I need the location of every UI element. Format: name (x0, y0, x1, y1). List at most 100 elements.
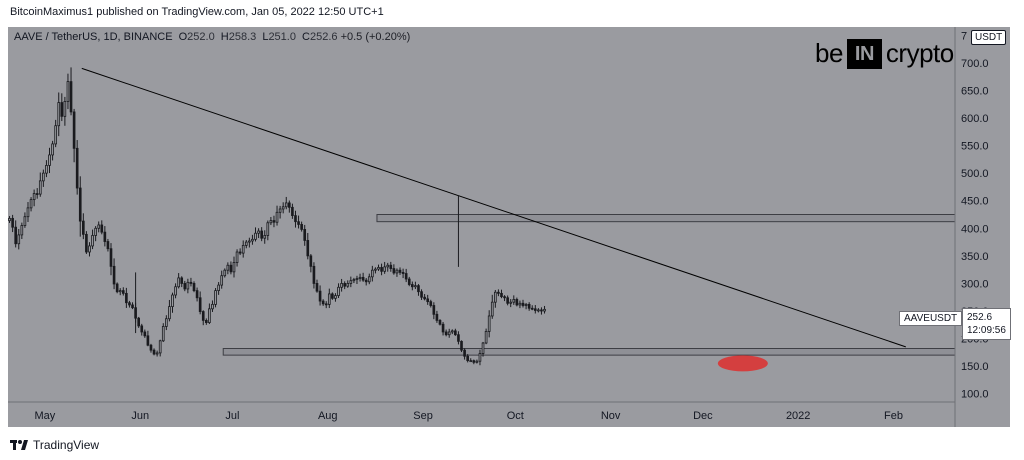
candle-body (324, 303, 328, 306)
candle-body (125, 292, 128, 304)
candle-body (343, 283, 346, 287)
legend-pair: AAVE / TetherUS, 1D, BINANCE (14, 31, 173, 43)
candle-body (284, 202, 288, 208)
candle-body (334, 295, 337, 299)
candle-body (327, 293, 331, 305)
candle-body (352, 279, 356, 282)
candle-body (386, 264, 390, 268)
candle-body (272, 220, 276, 223)
candle-body (143, 331, 147, 337)
candle-body (263, 235, 267, 239)
candle-body (364, 279, 368, 283)
candle-body (260, 230, 263, 239)
candle-body (540, 309, 543, 312)
y-tick-label: 450.0 (961, 196, 989, 208)
candle-body (392, 268, 396, 274)
tradingview-icon (10, 440, 28, 450)
candle-body (214, 290, 217, 305)
x-tick-label: Nov (601, 410, 621, 422)
candle-body (152, 349, 156, 355)
candle-body (518, 302, 522, 306)
logo-left: be (815, 38, 843, 68)
y-tick-label: 300.0 (961, 278, 989, 290)
candle-body (257, 230, 260, 234)
bottom-highlight-ellipse (717, 355, 768, 372)
candle-body (115, 283, 119, 293)
candle-body (45, 165, 48, 174)
candle-body (331, 293, 334, 299)
y-tick-label: 7 (961, 30, 967, 42)
candle-body (232, 262, 236, 273)
candle-body (524, 303, 528, 306)
candle-body (278, 208, 282, 213)
candle-body (395, 269, 399, 274)
candle-body (78, 187, 82, 222)
descending-trendline (81, 67, 906, 348)
candle-body (346, 283, 350, 287)
candle-body (180, 277, 184, 284)
candle-body (401, 272, 405, 274)
candle-body (389, 264, 393, 269)
candle-body (177, 277, 180, 288)
candle-body (192, 283, 196, 292)
candle-body (355, 278, 359, 280)
legend-open: 252.0 (187, 31, 215, 43)
candle-body (204, 319, 208, 323)
candle-body (146, 335, 150, 346)
x-tick-label: May (35, 410, 56, 422)
candle-body (349, 280, 353, 284)
candle-body (32, 193, 36, 201)
x-tick-label: Dec (693, 410, 713, 422)
candle-body (140, 325, 144, 333)
candle-body (527, 303, 531, 309)
y-tick-label: 650.0 (961, 85, 989, 97)
candle-body (208, 308, 211, 323)
candle-body (380, 267, 383, 272)
candle-body (35, 193, 39, 195)
candle-body (543, 308, 546, 312)
candle-body (82, 220, 85, 235)
candle-body (161, 326, 165, 342)
candle-body (42, 172, 45, 182)
candle-body (429, 301, 433, 306)
candle-body (183, 283, 187, 290)
candle-body (410, 284, 414, 288)
candle-body (94, 227, 97, 236)
candle-body (72, 111, 76, 149)
y-tick-label: 100.0 (961, 389, 989, 401)
currency-badge[interactable]: USDT (971, 30, 1007, 45)
price-chart[interactable]: 100.0150.0200.0250.0300.0350.0400.0450.0… (8, 27, 1010, 427)
candle-body (291, 206, 294, 217)
candle-body (383, 266, 386, 272)
candle-body (244, 241, 248, 246)
candle-body (281, 206, 285, 210)
footer: TradingView (10, 438, 99, 452)
candle-body (466, 355, 469, 362)
candle-body (450, 330, 454, 333)
candle-body (11, 217, 14, 228)
candle-body (26, 207, 30, 218)
y-tick-label: 700.0 (961, 58, 989, 70)
candle-body (171, 294, 174, 307)
candle-body (66, 81, 70, 102)
support-zone (222, 348, 956, 356)
candle-body (229, 264, 233, 273)
candle-body (63, 101, 67, 117)
candle-body (226, 264, 230, 271)
candle-body (294, 215, 297, 223)
last-price: 252.6 (967, 312, 993, 323)
candle-body (306, 240, 310, 257)
candle-body (112, 265, 116, 285)
candle-body (475, 360, 479, 363)
candle-body (251, 238, 254, 242)
candle-body (500, 292, 503, 298)
candle-body (186, 281, 190, 290)
candle-body (155, 352, 159, 355)
candle-body (69, 81, 73, 113)
candle-body (472, 360, 476, 363)
chart-legend: AAVE / TetherUS, 1D, BINANCE O252.0 H258… (14, 31, 410, 43)
candle-body (211, 303, 214, 310)
candle-body (438, 319, 442, 325)
candle-body (29, 199, 33, 209)
candle-body (158, 340, 162, 354)
